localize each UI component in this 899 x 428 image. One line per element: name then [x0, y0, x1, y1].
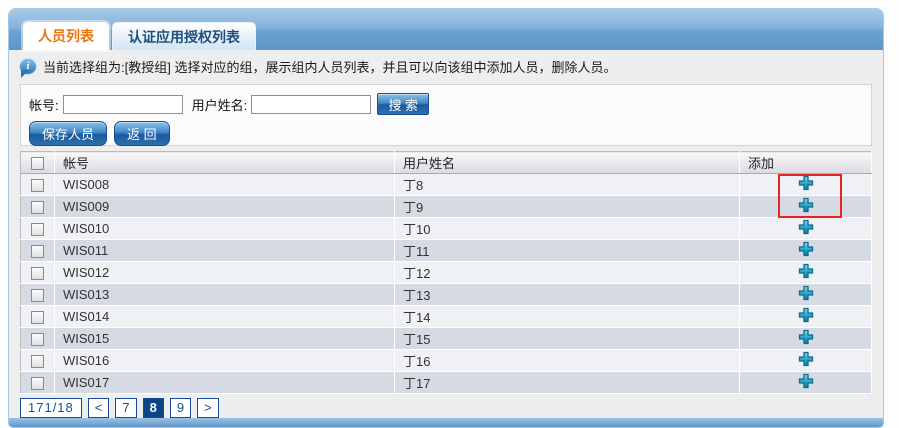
add-plus-icon[interactable]: [798, 175, 814, 191]
cell-username: 丁15: [394, 327, 740, 350]
tab-auth-app-authorization-list[interactable]: 认证应用授权列表: [112, 22, 256, 50]
person-table: 帐号 用户姓名 添加 WIS008 丁8 WIS009 丁9: [20, 151, 872, 394]
table-row: WIS008 丁8: [20, 173, 872, 196]
add-column-header: 添加: [739, 151, 872, 174]
account-label: 帐号:: [29, 97, 59, 113]
row-checkbox[interactable]: [31, 355, 44, 369]
row-checkbox[interactable]: [31, 179, 44, 193]
prev-page-button[interactable]: <: [87, 398, 110, 418]
row-checkbox[interactable]: [31, 223, 44, 237]
add-plus-icon[interactable]: [798, 285, 814, 301]
panel-bottom-strip: [9, 418, 883, 427]
cell-account: WIS016: [54, 349, 395, 372]
table-row: WIS010 丁10: [20, 217, 872, 240]
add-plus-icon[interactable]: [798, 373, 814, 389]
select-all-checkbox[interactable]: [31, 157, 44, 171]
info-bubble-icon: i: [20, 59, 36, 78]
table-row: WIS016 丁16: [20, 349, 872, 372]
table-row: WIS012 丁12: [20, 261, 872, 284]
row-checkbox[interactable]: [31, 245, 44, 259]
info-bar: i 当前选择组为:[教授组] 选择对应的组，展示组内人员列表，并且可以向该组中添…: [9, 50, 883, 83]
table-header-row: 帐号 用户姓名 添加: [20, 151, 872, 174]
save-person-button[interactable]: 保存人员: [29, 121, 108, 146]
info-text: 当前选择组为:[教授组] 选择对应的组，展示组内人员列表，并且可以向该组中添加人…: [43, 60, 617, 75]
add-plus-icon[interactable]: [798, 263, 814, 279]
cell-account: WIS014: [54, 305, 395, 328]
search-button[interactable]: 搜 索: [377, 93, 430, 115]
add-plus-icon[interactable]: [798, 351, 814, 367]
cell-account: WIS009: [54, 195, 395, 218]
row-checkbox[interactable]: [31, 289, 44, 303]
cell-username: 丁10: [394, 217, 740, 240]
add-plus-icon[interactable]: [798, 307, 814, 323]
back-button[interactable]: 返 回: [114, 121, 170, 146]
search-form-box: 帐号: 用户姓名: 搜 索 保存人员 返 回: [20, 84, 872, 146]
cell-username: 丁11: [394, 239, 740, 262]
page-button-9[interactable]: 9: [169, 398, 192, 418]
cell-username: 丁14: [394, 305, 740, 328]
row-checkbox[interactable]: [31, 267, 44, 281]
username-column-header: 用户姓名: [394, 151, 740, 174]
table-row: WIS013 丁13: [20, 283, 872, 306]
page-summary: 171/18: [20, 398, 82, 418]
table-row: WIS011 丁11: [20, 239, 872, 262]
main-panel: 人员列表 认证应用授权列表 i 当前选择组为:[教授组] 选择对应的组，展示组内…: [8, 8, 884, 428]
cell-account: WIS011: [54, 239, 395, 262]
cell-username: 丁13: [394, 283, 740, 306]
username-label: 用户姓名:: [191, 97, 248, 113]
cell-username: 丁17: [394, 371, 740, 394]
cell-username: 丁9: [394, 195, 740, 218]
next-page-button[interactable]: >: [197, 398, 219, 418]
table-body: WIS008 丁8 WIS009 丁9 WIS010 丁10: [20, 173, 872, 394]
cell-account: WIS017: [54, 371, 395, 394]
cell-username: 丁12: [394, 261, 740, 284]
page-button-8[interactable]: 8: [142, 398, 164, 418]
table-row: WIS014 丁14: [20, 305, 872, 328]
cell-account: WIS008: [54, 173, 395, 196]
row-checkbox[interactable]: [31, 201, 44, 215]
table-row: WIS009 丁9: [20, 195, 872, 218]
add-plus-icon[interactable]: [798, 329, 814, 345]
account-input[interactable]: [62, 94, 183, 114]
cell-username: 丁16: [394, 349, 740, 372]
tab-bar: 人员列表 认证应用授权列表: [9, 9, 883, 50]
add-plus-icon[interactable]: [798, 241, 814, 257]
row-checkbox[interactable]: [31, 333, 44, 347]
page-button-7[interactable]: 7: [115, 398, 137, 418]
cell-account: WIS012: [54, 261, 395, 284]
row-checkbox[interactable]: [31, 377, 44, 391]
row-checkbox[interactable]: [31, 311, 44, 325]
cell-username: 丁8: [394, 173, 740, 196]
username-input[interactable]: [251, 94, 372, 114]
table-row: WIS015 丁15: [20, 327, 872, 350]
cell-account: WIS015: [54, 327, 395, 350]
cell-account: WIS010: [54, 217, 395, 240]
add-plus-icon[interactable]: [798, 219, 814, 235]
cell-account: WIS013: [54, 283, 395, 306]
account-column-header: 帐号: [54, 151, 395, 174]
tab-person-list[interactable]: 人员列表: [23, 22, 109, 50]
add-plus-icon[interactable]: [798, 197, 814, 213]
table-row: WIS017 丁17: [20, 371, 872, 394]
